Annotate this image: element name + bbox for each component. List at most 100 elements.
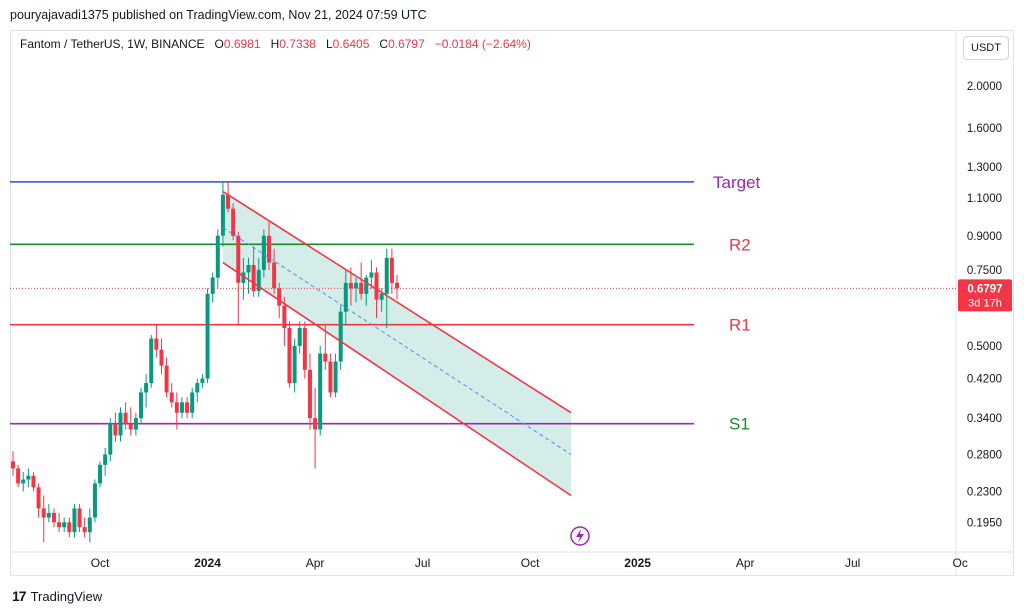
y-tick-label: 1.6000 [967, 123, 1002, 135]
candle-body [364, 277, 369, 294]
candle-body [174, 402, 179, 413]
x-tick-label: Oc [953, 556, 968, 570]
candle-body [374, 272, 379, 300]
candle-body [190, 392, 195, 413]
candle-body [389, 257, 394, 283]
y-tick-label: 1.1000 [967, 193, 1002, 205]
candle-body [231, 208, 236, 236]
candle-body [46, 512, 51, 518]
candle-body [26, 475, 31, 480]
candle-body [21, 479, 26, 484]
channel-lower-line[interactable] [222, 261, 572, 497]
y-tick-label: 0.2300 [967, 486, 1002, 498]
candle-body [241, 272, 246, 283]
high-label: H [270, 37, 280, 51]
tradingview-logo[interactable]: 17 TradingView [12, 588, 102, 604]
y-tick-label: 0.1950 [967, 517, 1002, 529]
change-value: −0.0184 (−2.64%) [434, 37, 531, 51]
candle-body [297, 328, 302, 346]
candle-body [123, 412, 128, 424]
candle-body [287, 328, 292, 384]
symbol-info: Fantom / TetherUS, 1W, BINANCE O0.6981 H… [20, 37, 531, 51]
candle-body [62, 522, 67, 528]
candle-body [277, 288, 282, 306]
candle-body [246, 265, 251, 273]
candle-body [215, 235, 220, 278]
low-label: L [325, 37, 333, 51]
candle-body [267, 235, 271, 263]
price-badge [958, 279, 1012, 312]
price-badge-countdown: 3d 17h [968, 297, 1002, 309]
open-label: O [214, 37, 224, 51]
x-tick-label: Apr [306, 556, 325, 570]
candle-body [343, 282, 348, 312]
candle-body [338, 311, 343, 362]
candle-body [220, 194, 225, 236]
y-tick-label: 0.3400 [967, 413, 1002, 425]
x-tick-label: Apr [736, 556, 755, 570]
candle-body [369, 272, 374, 278]
candle-body [302, 328, 307, 370]
candle-body [31, 475, 36, 488]
chart-frame [10, 30, 1014, 576]
candle-body [159, 349, 164, 366]
tradingview-logo-icon: 17 [12, 588, 27, 604]
candle-body [108, 423, 113, 455]
candle-body [36, 487, 41, 509]
candle-body [92, 483, 97, 518]
high-value: 0.7338 [279, 37, 316, 51]
y-tick-label: 1.3000 [967, 162, 1002, 174]
candle-body [210, 277, 215, 294]
candle-body [236, 235, 241, 283]
lightning-icon-glyph [576, 529, 584, 543]
currency-button[interactable]: USDT [963, 36, 1009, 60]
candle-body [226, 194, 231, 209]
candle-body [133, 418, 138, 430]
price-badge-value: 0.6797 [967, 283, 1002, 295]
candle-body [72, 508, 77, 533]
candle-body [395, 282, 399, 289]
candle-body [57, 522, 62, 528]
candle-body [179, 402, 184, 413]
x-tick-label: 2025 [624, 556, 651, 570]
candle-body [384, 257, 389, 294]
candle-body [328, 361, 333, 393]
candle-body [200, 378, 205, 384]
level-label-r1: R1 [729, 316, 751, 335]
candle-body [307, 369, 312, 419]
x-tick-label: Oct [91, 556, 110, 570]
channel-upper-line[interactable] [222, 190, 572, 414]
candle-body [118, 412, 123, 436]
candle-body [205, 293, 210, 379]
candle-body [128, 423, 133, 430]
x-tick-label: Jul [845, 556, 860, 570]
y-tick-label: 0.7500 [967, 265, 1002, 277]
candle-body [313, 418, 318, 430]
y-tick-label: 0.4200 [967, 374, 1002, 386]
x-tick-label: Jul [415, 556, 430, 570]
candle-body [261, 235, 266, 270]
low-value: 0.6405 [332, 37, 370, 51]
candle-body [333, 361, 338, 393]
candle-body [256, 269, 261, 292]
candle-body [348, 282, 353, 289]
candle-body [139, 392, 143, 419]
channel-mid-line [222, 227, 572, 455]
level-label-r2: R2 [729, 235, 751, 254]
open-value: 0.6981 [223, 37, 261, 51]
candle-body [144, 383, 149, 393]
symbol-name[interactable]: Fantom / TetherUS, 1W, BINANCE [20, 37, 205, 51]
level-label-s1: S1 [729, 415, 750, 434]
candle-body [318, 353, 323, 430]
candle-body [292, 345, 297, 384]
candle-body [282, 305, 287, 329]
candle-body [113, 423, 118, 436]
candle-body [51, 512, 56, 523]
close-label: C [379, 37, 389, 51]
candle-body [185, 402, 190, 413]
candle-body [169, 392, 174, 403]
x-tick-label: Oct [521, 556, 540, 570]
published-header: pouryajavadi1375 published on TradingVie… [10, 8, 427, 22]
candle-body [11, 461, 15, 469]
